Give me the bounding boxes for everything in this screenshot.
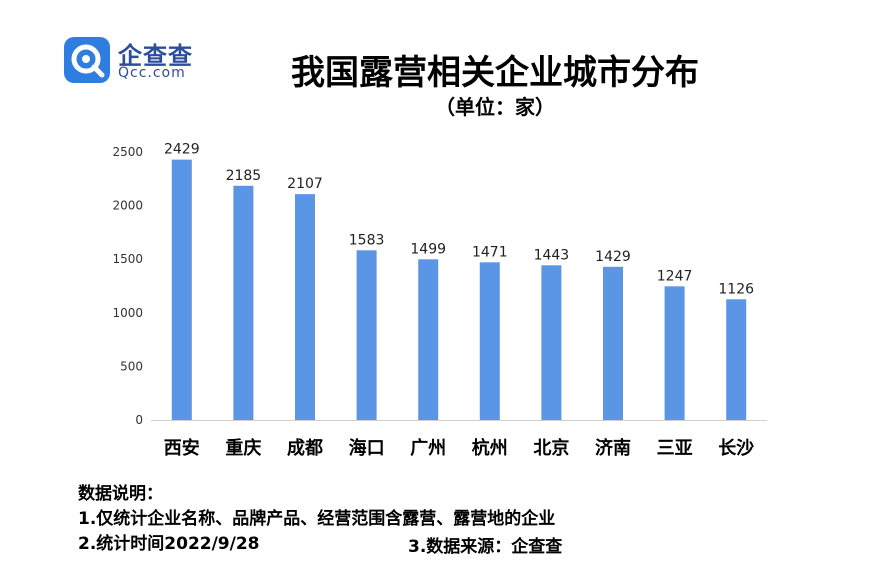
brand-domain: Qcc.com (118, 65, 186, 81)
bar-value-label: 2107 (287, 176, 323, 192)
bar (233, 185, 254, 420)
x-category-label: 重庆 (225, 437, 261, 459)
notes-line-2: 2.统计时间2022/9/28 (78, 534, 260, 554)
qcc-logo-icon (64, 37, 110, 83)
x-category-label: 三亚 (657, 438, 693, 459)
x-category-label: 济南 (595, 437, 631, 459)
bar-value-label: 1443 (534, 247, 570, 263)
bar (171, 159, 192, 420)
bar (603, 266, 623, 420)
chart-title: 我国露营相关企业城市分布 (291, 53, 699, 93)
notes-line-1: 1.仅统计企业名称、品牌产品、经营范围含露营、露营地的企业 (78, 509, 556, 529)
bar (541, 265, 562, 420)
chart-subtitle: （单位：家） (435, 95, 555, 119)
bar (356, 250, 377, 420)
y-tick-label: 0 (135, 413, 143, 427)
notes-line-3: 3.数据来源：企查查 (408, 537, 563, 557)
x-category-label: 成都 (287, 437, 323, 459)
y-tick-label: 500 (120, 359, 143, 373)
bar-value-label: 1126 (718, 281, 754, 297)
bar (295, 194, 315, 420)
y-tick-label: 2000 (112, 199, 143, 213)
x-category-label: 长沙 (718, 438, 754, 459)
bar-value-label: 1499 (410, 241, 446, 257)
y-tick-label: 1500 (112, 252, 143, 266)
y-tick-label: 2500 (112, 145, 143, 159)
bar (418, 259, 439, 420)
x-category-label: 广州 (410, 437, 446, 459)
bar-value-label: 2185 (226, 168, 262, 184)
bar (726, 299, 747, 420)
x-category-label: 海口 (349, 437, 385, 459)
notes-heading: 数据说明： (78, 484, 163, 504)
x-category-label: 北京 (533, 437, 569, 459)
bar-value-label: 1247 (657, 268, 693, 284)
x-category-label: 西安 (164, 437, 200, 459)
x-category-label: 杭州 (472, 437, 508, 459)
bar-value-label: 1471 (472, 244, 508, 260)
bar-value-label: 1429 (595, 249, 631, 265)
data-notes: 数据说明： 1.仅统计企业名称、品牌产品、经营范围含露营、露营地的企业 2.统计… (78, 482, 555, 557)
bar-value-label: 1583 (349, 232, 385, 248)
brand-name: 企查查 (118, 42, 193, 70)
bar (479, 262, 500, 420)
bar (664, 286, 685, 420)
y-tick-label: 1000 (112, 306, 143, 320)
bar-value-label: 2429 (164, 142, 200, 158)
